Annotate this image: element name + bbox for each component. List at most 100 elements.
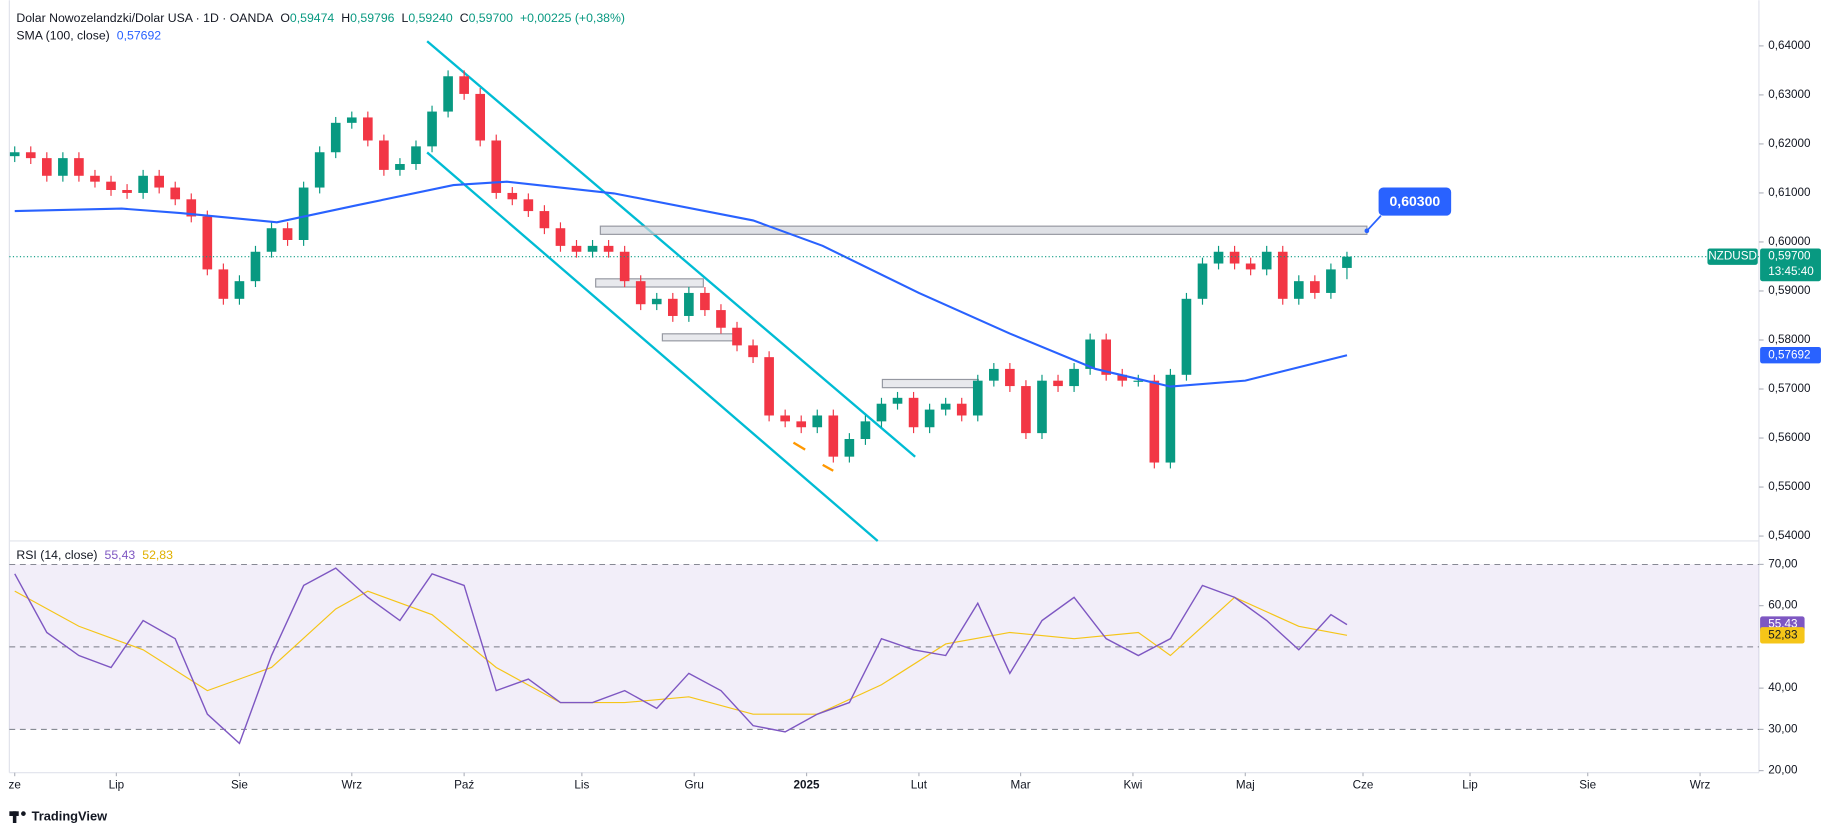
zone	[661, 333, 737, 342]
ohlc-label: H	[341, 11, 350, 25]
candle-body	[796, 421, 807, 428]
candle-body	[1005, 368, 1015, 387]
candle-body	[218, 269, 229, 299]
candle-body	[1310, 281, 1320, 293]
candle-body	[555, 228, 566, 246]
logo	[12, 811, 17, 824]
rsi-badge	[1760, 627, 1805, 644]
x-tick-label: Maj	[1236, 779, 1255, 792]
y-tick-label: 0,54000	[1768, 529, 1811, 542]
candle-body	[202, 216, 213, 270]
x-tick-label: Wrz	[1690, 779, 1711, 792]
candle-body	[1326, 269, 1336, 293]
x-tick-label: Sie	[231, 779, 248, 792]
candle-body	[539, 211, 550, 229]
candle-body	[844, 439, 855, 457]
candle-body	[764, 357, 774, 416]
candle-body	[780, 415, 790, 422]
candle-body	[234, 281, 245, 299]
symbol-badge	[1707, 248, 1758, 265]
candle-body	[41, 158, 52, 176]
indicator-value: 0,57692	[117, 29, 162, 43]
candle-body	[700, 292, 710, 311]
resistance-zone	[599, 225, 1368, 235]
candle-body	[90, 175, 100, 182]
candle-body	[395, 164, 405, 170]
ohlc-value: 0,59796	[350, 11, 395, 25]
candle-body	[619, 251, 630, 282]
candle-body	[330, 122, 341, 153]
candle-body	[170, 187, 181, 200]
candle-body	[812, 415, 823, 428]
x-tick-label: Gru	[684, 779, 703, 792]
callout-anchor	[1364, 228, 1370, 234]
price-badge	[1760, 248, 1821, 282]
candle-body	[475, 93, 486, 141]
candle-body	[266, 228, 277, 252]
candle-body	[9, 152, 20, 157]
countdown-label: 13:45:40	[1768, 265, 1814, 278]
candle-body	[1021, 386, 1031, 434]
change: +0,00225 (+0,38%)	[520, 11, 625, 25]
candle-body	[186, 199, 197, 217]
sma-badge	[1760, 346, 1821, 364]
candle-body	[667, 298, 678, 316]
candle-body	[507, 192, 518, 200]
candle-body	[972, 380, 983, 416]
candle-body	[748, 345, 758, 358]
x-tick-label: Kwi	[1124, 779, 1143, 792]
candle-body	[154, 175, 164, 188]
y-tick-label: 0,56000	[1768, 431, 1811, 444]
callout-label: 0,60300	[1390, 193, 1441, 209]
candle-body	[908, 397, 919, 428]
candle-body	[1133, 380, 1144, 382]
candle-body	[298, 187, 309, 240]
rsi-ma-value: 52,83	[142, 548, 173, 562]
rsi-badge-label: 52,83	[1768, 628, 1797, 641]
candle-body	[587, 245, 598, 252]
candle-body	[892, 397, 903, 404]
ohlc-label: O	[280, 11, 290, 25]
rsi-legend: RSI (14, close) 55,43 52,83	[16, 548, 173, 562]
y-tick-label: 0,55000	[1768, 480, 1811, 493]
y-tick-label: 0,63000	[1768, 88, 1811, 101]
candle-body	[1069, 368, 1079, 387]
rsi-title: RSI (14, close)	[16, 548, 97, 562]
candle-body	[25, 152, 36, 159]
symbol-label: NZDUSD	[1708, 250, 1757, 263]
candle-body	[1085, 339, 1095, 369]
callout-box	[1378, 187, 1452, 216]
candle-body	[346, 117, 357, 123]
marker-line	[822, 463, 834, 472]
candle-body	[989, 368, 999, 381]
x-tick-label: Lis	[574, 779, 589, 792]
ohlc-value: 0,59240	[408, 11, 453, 25]
candle-body	[379, 140, 389, 170]
y-tick-label: 0,60000	[1768, 235, 1811, 248]
candle-body	[314, 152, 325, 188]
candle-body	[491, 140, 502, 193]
marker-line	[792, 441, 806, 451]
candle-body	[1053, 380, 1063, 387]
candle-body	[635, 281, 646, 305]
candle-body	[74, 158, 84, 176]
brand: TradingView	[9, 809, 108, 824]
candle-body	[1181, 298, 1192, 375]
candle-body	[427, 111, 437, 147]
ohlc-label: L	[402, 11, 409, 25]
y-tick-label: 0,58000	[1768, 333, 1811, 346]
candle-body	[443, 76, 453, 112]
candle-body	[684, 292, 694, 316]
callout-pointer	[1366, 215, 1382, 232]
candle-body	[250, 251, 261, 282]
price-label: 0,59700	[1768, 250, 1811, 263]
candle-body	[876, 403, 887, 422]
candle-body	[363, 117, 373, 141]
candle-body	[940, 403, 951, 410]
y-tick-label: 0,61000	[1768, 186, 1811, 199]
indicator-legend: SMA (100, close) 0,57692	[16, 29, 161, 43]
candle-body	[1037, 380, 1047, 434]
x-tick-label: Sie	[1579, 779, 1596, 792]
